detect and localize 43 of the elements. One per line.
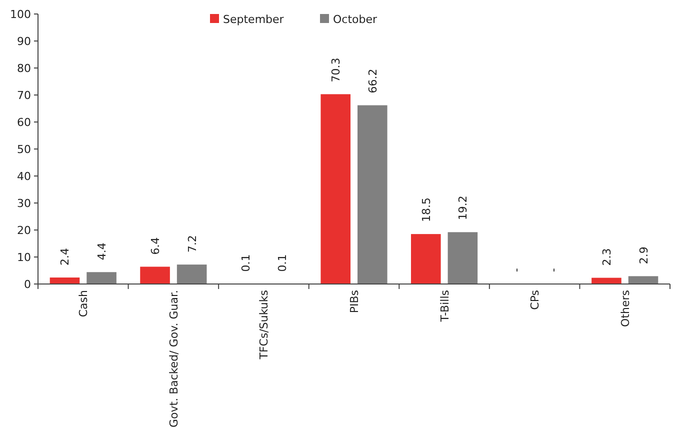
bar	[628, 276, 658, 284]
bar	[358, 105, 388, 284]
bar	[410, 234, 441, 284]
x-tick-label: T-Bills	[438, 290, 452, 323]
y-tick-label: 20	[17, 224, 31, 237]
bar	[448, 232, 478, 284]
x-tick-label: Cash	[77, 290, 90, 318]
data-label: 18.5	[420, 198, 433, 222]
bar	[176, 264, 207, 284]
data-label: 70.3	[330, 58, 343, 82]
bar	[140, 266, 170, 284]
data-label: 2.4	[58, 248, 72, 266]
x-tick-label: TFCs/Sukuks	[258, 290, 271, 360]
y-tick-label: 30	[17, 197, 31, 210]
data-label: 2.3	[600, 248, 614, 266]
data-label: 66.2	[366, 68, 380, 94]
x-tick-label: CPs	[528, 290, 542, 310]
y-tick-label: 50	[17, 143, 31, 156]
y-tick-label: 0	[24, 278, 31, 291]
x-tick-label: PIBs	[348, 290, 361, 314]
data-label: 7.2	[186, 235, 199, 253]
data-label: 0.1	[239, 254, 252, 272]
y-tick-label: 40	[17, 170, 31, 183]
legend-label: October	[333, 13, 378, 26]
y-tick-label: 10	[17, 251, 31, 264]
data-label: 6.4	[149, 237, 162, 255]
text: -	[510, 268, 524, 272]
data-label: 0.1	[276, 254, 290, 272]
x-tick-label: Govt. Backed/ Gov. Guar.	[167, 290, 180, 428]
y-tick-label: 100	[10, 8, 31, 21]
data-label: 4.4	[96, 242, 109, 260]
y-tick-label: 90	[17, 35, 31, 48]
text: -	[546, 268, 560, 272]
y-tick-label: 60	[17, 116, 31, 129]
x-tick-label: Others	[618, 290, 632, 327]
legend-label: September	[223, 13, 284, 26]
data-label: 2.9	[637, 246, 650, 264]
data-label: 19.2	[456, 196, 470, 220]
bar	[50, 278, 80, 284]
bar	[320, 94, 350, 284]
bar	[86, 272, 116, 284]
y-tick-label: 80	[17, 62, 31, 75]
y-tick-label: 70	[17, 89, 31, 102]
